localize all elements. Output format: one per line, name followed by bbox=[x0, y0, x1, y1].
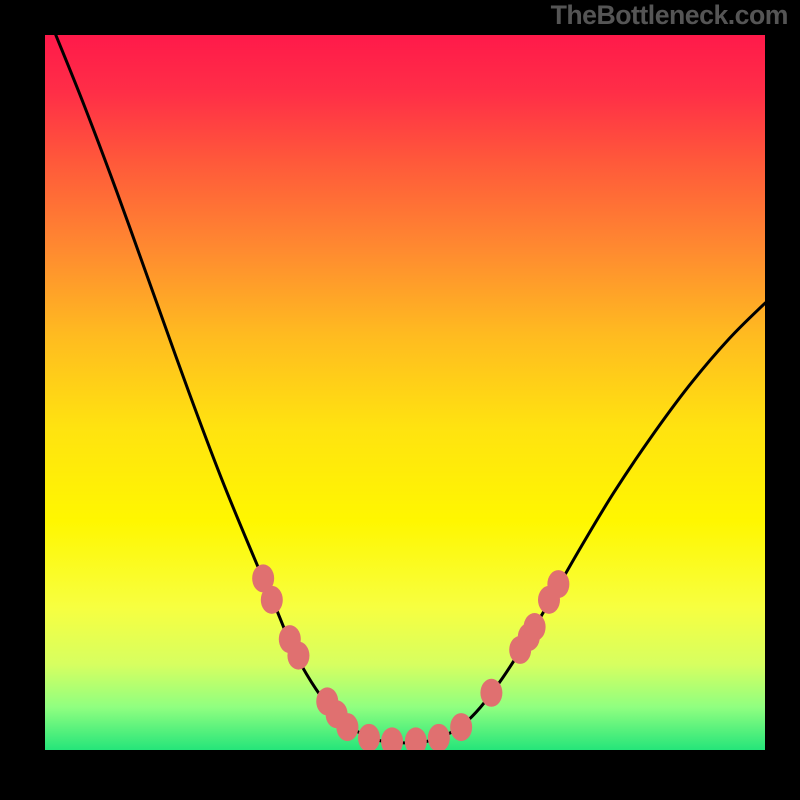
gradient-background bbox=[45, 35, 765, 750]
chart-frame: { "watermark": { "text": "TheBottleneck.… bbox=[0, 0, 800, 800]
data-marker bbox=[547, 570, 569, 598]
plot-svg bbox=[45, 35, 765, 750]
data-marker bbox=[450, 713, 472, 741]
data-marker bbox=[261, 586, 283, 614]
plot-area bbox=[45, 35, 765, 750]
watermark-text: TheBottleneck.com bbox=[551, 0, 788, 31]
data-marker bbox=[480, 679, 502, 707]
data-marker bbox=[287, 642, 309, 670]
data-marker bbox=[524, 613, 546, 641]
data-marker bbox=[336, 713, 358, 741]
